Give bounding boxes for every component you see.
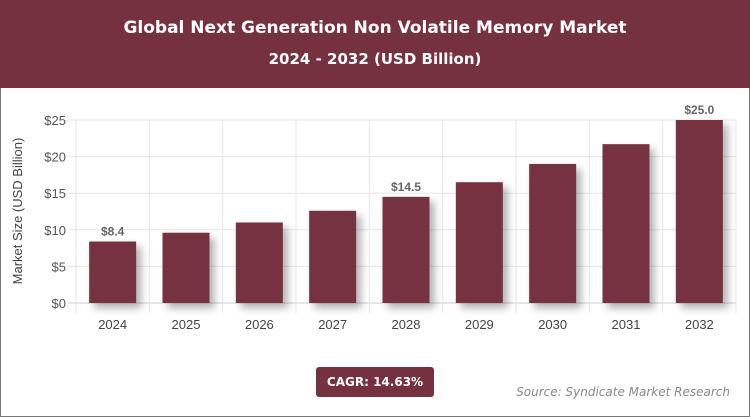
x-tick-label: 2029 bbox=[465, 317, 494, 332]
bar-2032 bbox=[675, 120, 723, 303]
y-tick-label: $10 bbox=[44, 223, 66, 238]
cagr-badge: CAGR: 14.63% bbox=[316, 367, 434, 397]
data-label: $8.4 bbox=[101, 225, 125, 239]
bar-2029 bbox=[455, 182, 503, 303]
x-tick-label: 2026 bbox=[245, 317, 274, 332]
y-tick-label: $15 bbox=[44, 186, 66, 201]
source-note: Source: Syndicate Market Research bbox=[516, 385, 730, 399]
chart-header: Global Next Generation Non Volatile Memo… bbox=[0, 0, 750, 88]
y-tick-label: $20 bbox=[44, 150, 66, 165]
bar-2025 bbox=[162, 232, 210, 303]
bar-2030 bbox=[529, 163, 577, 303]
x-tick-label: 2031 bbox=[612, 317, 641, 332]
bar-2028 bbox=[382, 196, 430, 303]
x-tick-label: 2028 bbox=[392, 317, 421, 332]
y-tick-label: $0 bbox=[52, 296, 66, 311]
x-tick-label: 2030 bbox=[538, 317, 567, 332]
y-tick-label: $25 bbox=[44, 113, 66, 128]
bar-2031 bbox=[602, 144, 650, 303]
data-label: $25.0 bbox=[684, 103, 714, 117]
y-tick-label: $5 bbox=[52, 259, 66, 274]
data-label: $14.5 bbox=[391, 180, 421, 194]
chart-subtitle: 2024 - 2032 (USD Billion) bbox=[268, 50, 482, 68]
chart-title: Global Next Generation Non Volatile Memo… bbox=[123, 18, 627, 38]
x-tick-label: 2025 bbox=[172, 317, 201, 332]
y-axis-label: Market Size (USD Billion) bbox=[10, 138, 25, 285]
bar-2026 bbox=[235, 222, 283, 303]
bar-2024 bbox=[89, 241, 137, 303]
bar-2027 bbox=[309, 210, 357, 303]
x-tick-label: 2027 bbox=[318, 317, 347, 332]
x-tick-label: 2024 bbox=[98, 317, 127, 332]
x-tick-label: 2032 bbox=[685, 317, 714, 332]
